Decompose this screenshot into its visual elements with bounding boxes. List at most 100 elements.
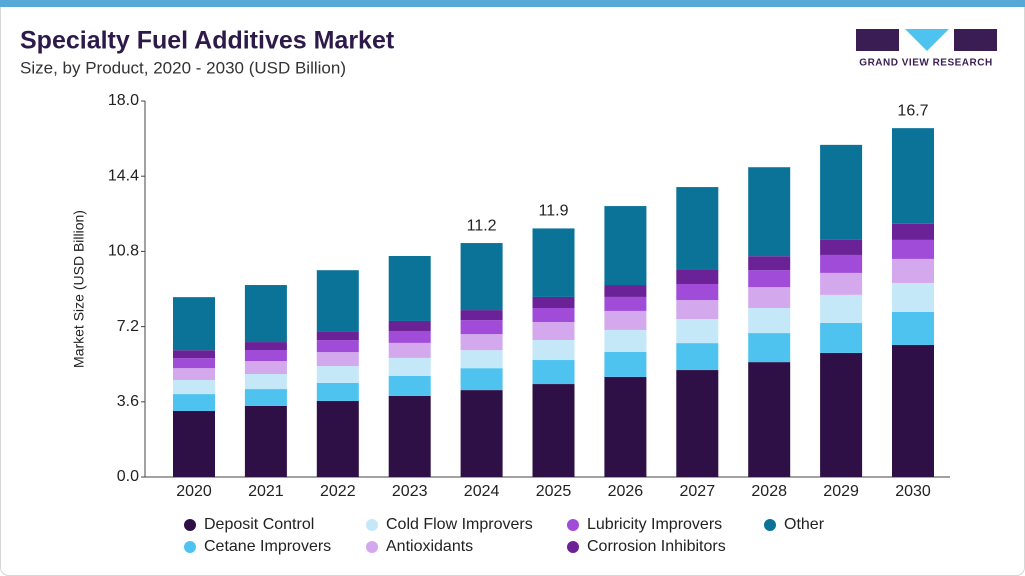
bar-segment: [892, 128, 934, 224]
legend-marker: [567, 519, 579, 531]
bar-segment: [244, 389, 287, 406]
bar-segment: [604, 285, 647, 297]
total-label: 16.7: [897, 102, 928, 119]
bar-segment: [676, 343, 719, 371]
bar-segment: [676, 187, 719, 270]
x-tick-label: 2028: [751, 483, 787, 500]
x-tick-label: 2023: [392, 483, 428, 500]
bar-segment: [892, 239, 934, 259]
legend-label: Antioxidants: [386, 538, 473, 555]
bar-segment: [748, 270, 791, 288]
bar-segment: [388, 357, 431, 376]
bar-segment: [244, 342, 287, 350]
bar-segment: [388, 255, 431, 321]
bar-segment: [532, 296, 575, 309]
bar-segment: [748, 287, 791, 309]
bar-segment: [173, 380, 215, 395]
legend-marker: [366, 519, 378, 531]
bar-segment: [532, 308, 575, 323]
bar-segment: [388, 395, 431, 477]
logo-text: GRAND VIEW RESEARCH: [859, 58, 992, 69]
bar-segment: [244, 405, 287, 477]
total-label: 11.2: [467, 217, 497, 234]
legend-marker: [366, 541, 378, 553]
y-tick-label: 0.0: [117, 468, 139, 485]
bar-segment: [892, 258, 934, 283]
bar-segment: [532, 322, 575, 340]
bar-segment: [532, 360, 575, 385]
bar-segment: [604, 351, 647, 377]
bar-segment: [892, 344, 934, 477]
x-tick-label: 2030: [895, 483, 931, 500]
y-tick-label: 7.2: [117, 318, 139, 335]
bar-segment: [316, 340, 359, 353]
bar-segment: [748, 308, 791, 334]
x-tick-label: 2027: [680, 483, 716, 500]
bar-segment: [173, 350, 215, 359]
bar-segment: [676, 300, 719, 320]
x-tick-label: 2021: [248, 483, 284, 500]
bar-segment: [604, 206, 647, 286]
chart-title: Specialty Fuel Additives Market: [20, 27, 395, 55]
y-tick-label: 10.8: [108, 243, 139, 260]
bar-segment: [604, 376, 647, 477]
bar-segment: [820, 239, 863, 255]
bar-segment: [892, 311, 934, 345]
legend-label: Deposit Control: [204, 516, 314, 533]
x-tick-label: 2025: [536, 483, 572, 500]
bar-segment: [460, 390, 503, 477]
bar-segment: [460, 243, 503, 311]
bar-segment: [532, 228, 575, 297]
bar-segment: [173, 368, 215, 381]
bar-segment: [748, 167, 791, 257]
bar-segment: [820, 352, 863, 477]
x-tick-label: 2024: [464, 483, 500, 500]
x-tick-label: 2026: [608, 483, 644, 500]
legend-marker: [764, 519, 776, 531]
legend-label: Corrosion Inhibitors: [587, 538, 726, 555]
bar-segment: [388, 330, 431, 343]
x-tick-label: 2020: [176, 483, 212, 500]
total-label: 11.9: [539, 203, 569, 220]
logo-block: [954, 29, 997, 51]
bar-segment: [316, 270, 359, 332]
bar-segment: [676, 319, 719, 344]
bar-segment: [388, 375, 431, 396]
bar-segment: [604, 296, 647, 311]
x-tick-label: 2029: [823, 483, 859, 500]
bar-segment: [676, 283, 719, 301]
bar-segment: [820, 322, 863, 353]
legend-label: Lubricity Improvers: [587, 516, 722, 533]
bar-segment: [604, 329, 647, 352]
bar-segment: [173, 297, 215, 351]
bar-segment: [173, 410, 215, 477]
legend-label: Other: [784, 516, 825, 533]
bar-segment: [604, 310, 647, 330]
bar-segment: [460, 334, 503, 351]
chart-subtitle: Size, by Product, 2020 - 2030 (USD Billi…: [20, 58, 346, 77]
bar-segment: [388, 320, 431, 331]
legend-label: Cold Flow Improvers: [386, 516, 533, 533]
bar-segment: [316, 383, 359, 401]
bar-segment: [244, 285, 287, 343]
bar-segment: [892, 282, 934, 312]
bar-segment: [532, 339, 575, 361]
legend-marker: [567, 541, 579, 553]
bar-segment: [244, 361, 287, 375]
bar-segment: [748, 256, 791, 271]
logo-block: [905, 29, 949, 51]
x-tick-label: 2022: [320, 483, 356, 500]
legend-marker: [184, 541, 196, 553]
bar-segment: [748, 333, 791, 363]
bar-segment: [748, 362, 791, 477]
y-tick-label: 3.6: [117, 393, 139, 410]
bar-segment: [820, 294, 863, 323]
bar-segment: [173, 358, 215, 369]
bar-segment: [388, 342, 431, 358]
bar-segment: [676, 370, 719, 477]
bar-segment: [460, 320, 503, 335]
logo: GRAND VIEW RESEARCH: [856, 29, 997, 69]
bar-segment: [244, 349, 287, 362]
bar-segment: [316, 352, 359, 367]
bar-segment: [316, 366, 359, 383]
